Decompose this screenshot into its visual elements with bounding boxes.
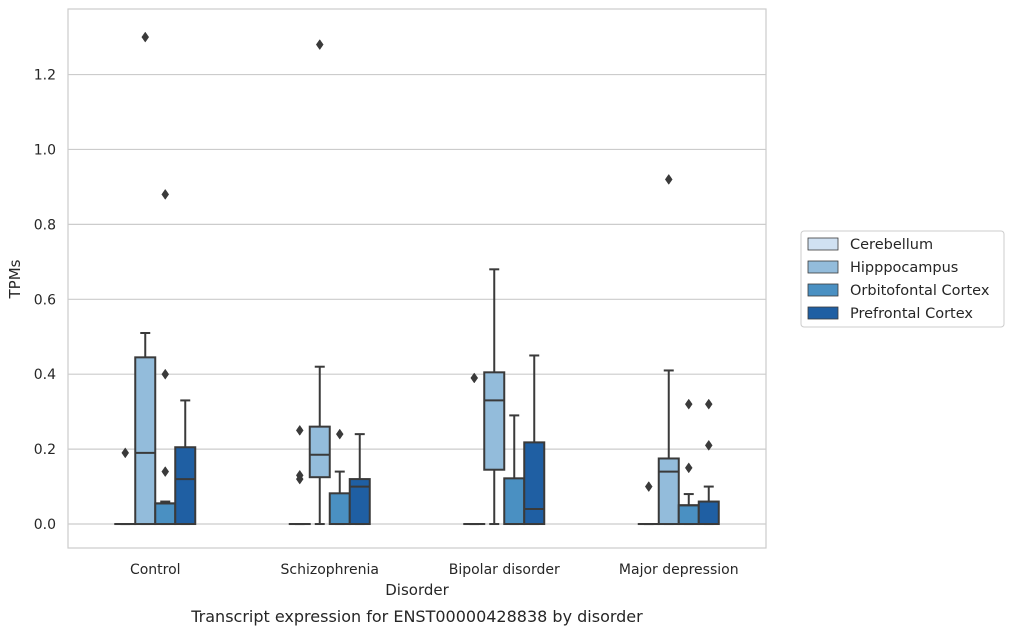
box-3-1 [659, 174, 679, 524]
box-body [155, 503, 175, 524]
legend: Cerebellum Hipppocampus Orbitofontal Corte… [801, 231, 1004, 327]
y-tick-label: 0.4 [34, 367, 56, 383]
box-0-0 [115, 448, 135, 524]
outlier-point [162, 189, 169, 199]
box-2-1 [484, 269, 504, 524]
legend-label: Hipppocampus [850, 260, 958, 276]
outlier-point [685, 399, 692, 409]
outlier-point [162, 369, 169, 379]
x-tick-label: Control [130, 562, 181, 578]
legend-swatch [808, 261, 838, 273]
legend-label: Orbitofontal Cortex [850, 283, 990, 299]
y-tick-label: 0.0 [34, 517, 56, 533]
box-0-3 [175, 400, 195, 524]
box-2-3 [524, 355, 544, 524]
box-body [175, 447, 195, 524]
box-body [135, 357, 155, 524]
legend-swatch [808, 238, 838, 250]
box-body [504, 478, 524, 524]
y-tick-label: 0.6 [34, 292, 56, 308]
y-axis-ticks: 0.0 0.2 0.4 0.6 0.8 1.0 1.2 [34, 68, 56, 533]
box-1-2 [330, 429, 350, 524]
box-1-1 [310, 40, 330, 524]
box-body [310, 427, 330, 478]
x-tick-label: Major depression [619, 562, 739, 578]
outlier-point [685, 463, 692, 473]
box-body [524, 442, 544, 524]
outlier-point [316, 40, 323, 50]
x-axis-ticks: Control Schizophrenia Bipolar disorder Majo… [130, 562, 739, 578]
y-tick-label: 0.2 [34, 442, 56, 458]
x-tick-label: Schizophrenia [281, 562, 379, 578]
x-axis-label: Disorder [385, 581, 449, 599]
legend-swatch [808, 284, 838, 296]
box-body [330, 493, 350, 524]
outlier-point [645, 482, 652, 492]
box-3-0 [639, 482, 659, 524]
legend-label: Cerebellum [850, 237, 933, 253]
box-1-0 [290, 425, 310, 524]
outlier-point [162, 467, 169, 477]
outlier-point [336, 429, 343, 439]
chart-caption: Transcript expression for ENST0000042883… [190, 607, 643, 626]
box-body [484, 372, 504, 469]
y-tick-label: 1.2 [34, 68, 56, 84]
outlier-point [142, 32, 149, 42]
y-tick-label: 0.8 [34, 217, 56, 233]
boxes-layer [115, 32, 719, 524]
outlier-point [665, 174, 672, 184]
box-2-0 [464, 373, 484, 524]
box-body [659, 458, 679, 524]
box-3-2 [679, 399, 699, 524]
y-tick-label: 1.0 [34, 142, 56, 158]
box-body [679, 505, 699, 524]
legend-swatch [808, 307, 838, 319]
box-0-1 [135, 32, 155, 524]
box-3-3 [699, 399, 719, 524]
legend-label: Prefrontal Cortex [850, 306, 973, 322]
outlier-point [296, 425, 303, 435]
gridlines [68, 75, 766, 524]
box-0-2 [155, 189, 175, 524]
box-body [699, 502, 719, 524]
x-tick-label: Bipolar disorder [449, 562, 560, 578]
outlier-point [705, 399, 712, 409]
box-2-2 [504, 415, 524, 524]
box-1-3 [350, 434, 370, 524]
y-axis-label: TPMs [6, 259, 24, 299]
